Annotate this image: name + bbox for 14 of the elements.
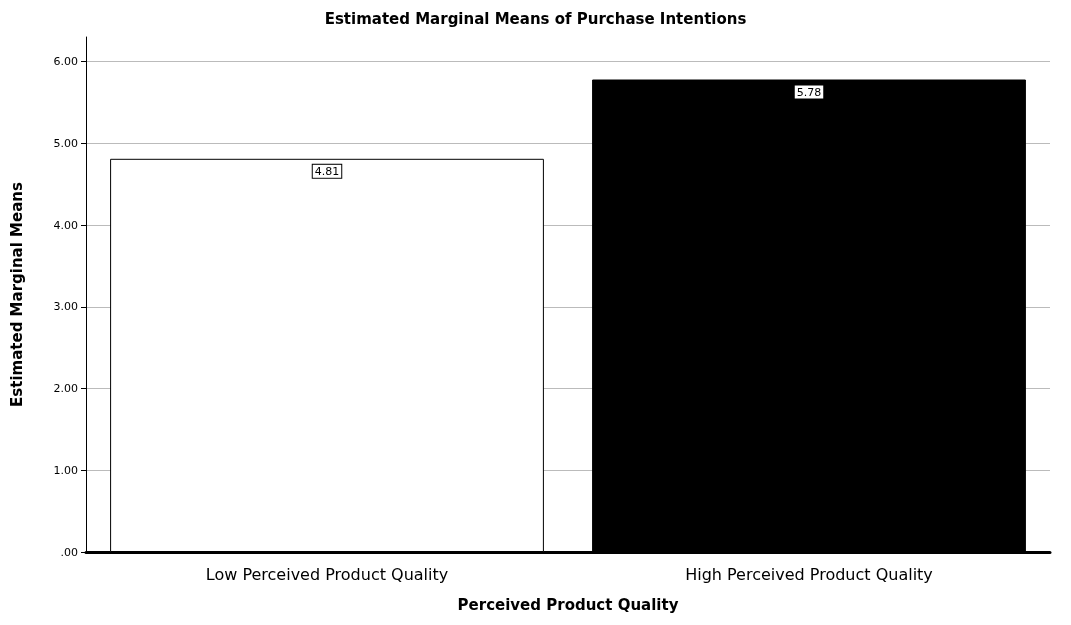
chart-title: Estimated Marginal Means of Purchase Intentions: [324, 9, 747, 28]
y-tick-label: 5.00: [53, 136, 78, 150]
y-tick-label: 1.00: [53, 463, 78, 477]
y-tick-label: 3.00: [53, 300, 78, 314]
x-tick-label: Low Perceived Product Quality: [205, 564, 449, 584]
data-label: 4.81: [314, 164, 340, 178]
x-tick-label: High Perceived Product Quality: [685, 564, 933, 584]
y-tick-label: 4.00: [53, 218, 78, 232]
y-tick-label: 2.00: [53, 382, 78, 396]
data-label: 5.78: [796, 85, 822, 99]
y-tick-label: 6.00: [53, 55, 78, 69]
y-axis-title: Estimated Marginal Means: [7, 182, 26, 407]
x-axis-title: Perceived Product Quality: [457, 595, 679, 614]
y-tick-label: .00: [60, 545, 78, 559]
